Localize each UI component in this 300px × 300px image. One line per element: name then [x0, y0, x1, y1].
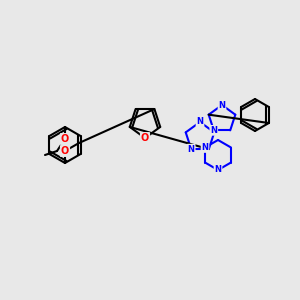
Text: O: O [61, 146, 69, 156]
Text: N: N [214, 166, 221, 175]
Text: N: N [196, 118, 203, 127]
Text: O: O [141, 133, 149, 143]
Text: O: O [61, 134, 69, 144]
Text: N: N [188, 145, 195, 154]
Text: N: N [218, 100, 226, 109]
Text: N: N [202, 143, 208, 152]
Text: N: N [210, 126, 217, 135]
